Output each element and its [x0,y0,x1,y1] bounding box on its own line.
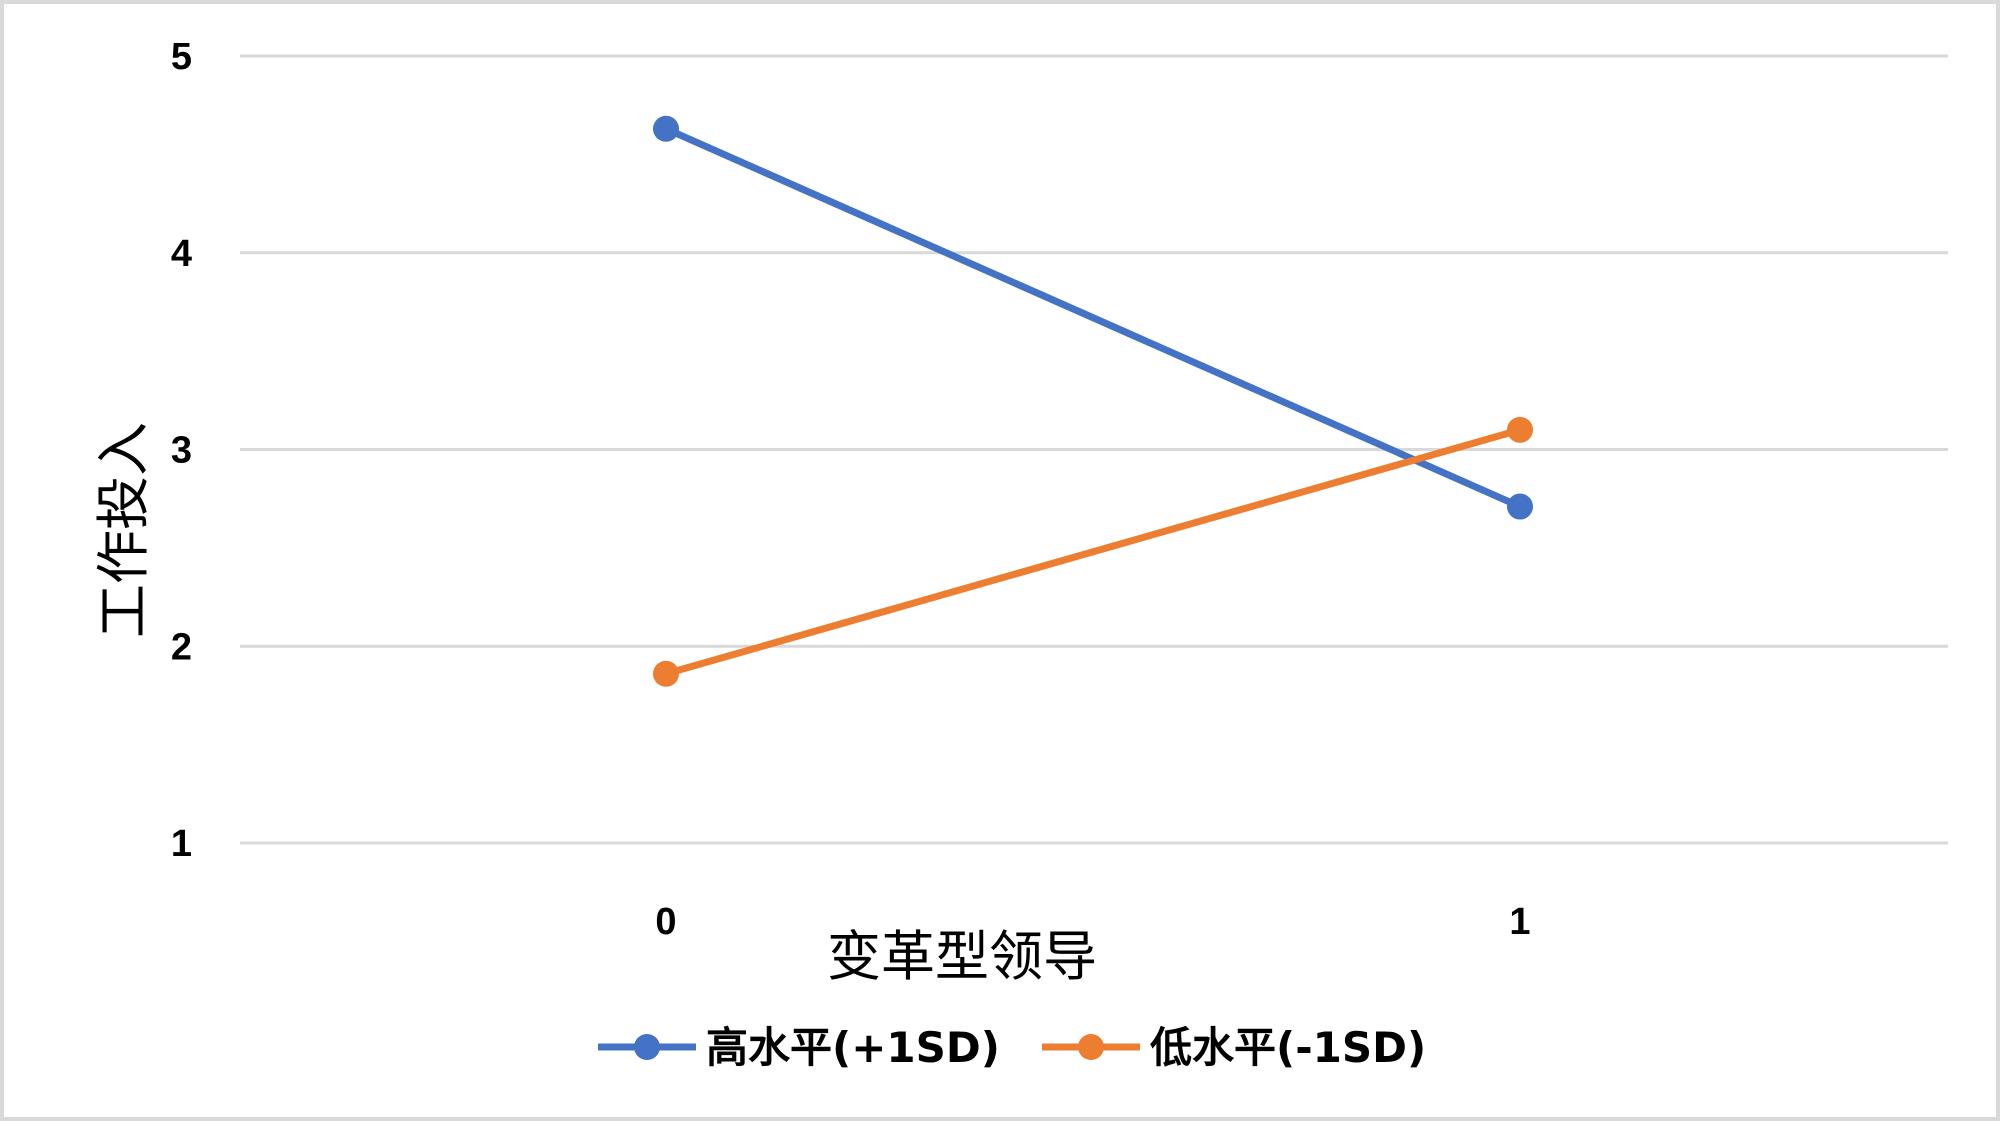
y-tick-label: 5 [171,36,192,78]
y-tick-label: 4 [171,233,192,275]
series-line [662,125,1524,511]
y-tick-label: 1 [171,823,192,865]
data-point [653,660,679,687]
data-point [1507,416,1533,443]
legend-marker [1078,1034,1104,1060]
legend-marker [634,1034,660,1060]
data-point [653,115,679,142]
y-tick-labels: 1 2 3 4 5 [171,36,192,865]
legend-entry-1: 高水平(+1SD) [598,1023,1000,1072]
data-point [1507,493,1533,520]
x-tick-label: 1 [1509,901,1530,943]
series-1 [653,115,1533,520]
y-tick-label: 2 [171,626,192,668]
legend-label: 高水平(+1SD) [706,1023,1000,1072]
series-lines [653,115,1533,687]
legend: 高水平(+1SD) 低水平(-1SD) [598,1023,1426,1072]
x-tick-label: 0 [655,901,676,943]
y-tick-label: 3 [171,430,192,472]
x-axis-title: 变革型领导 [827,925,1097,988]
y-axis-title: 工作投入 [92,422,155,638]
series-line [662,426,1524,678]
series-2 [653,416,1533,687]
legend-label: 低水平(-1SD) [1150,1023,1426,1072]
gridlines [240,54,1948,845]
legend-entry-2: 低水平(-1SD) [1042,1023,1426,1072]
